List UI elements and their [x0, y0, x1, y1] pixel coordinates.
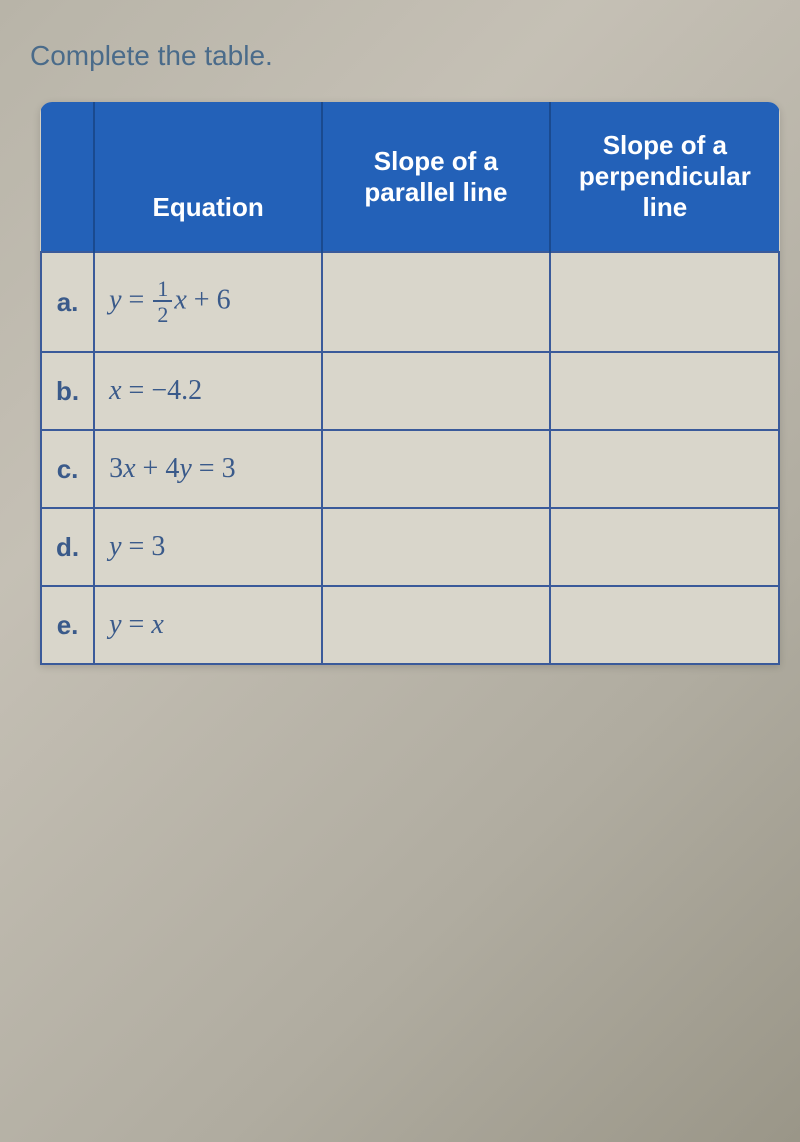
header-perpendicular: Slope of a perpendicular line	[550, 102, 779, 252]
perpendicular-cell	[550, 352, 779, 430]
table-row: b. x = −4.2	[41, 352, 779, 430]
table-header-row: Equation Slope of a parallel line Slope …	[41, 102, 779, 252]
row-label: d.	[41, 508, 94, 586]
perpendicular-cell	[550, 586, 779, 664]
table-row: d. y = 3	[41, 508, 779, 586]
perpendicular-cell	[550, 508, 779, 586]
row-label: c.	[41, 430, 94, 508]
parallel-cell	[322, 508, 550, 586]
equation-cell: y = x	[94, 586, 322, 664]
instruction-text: Complete the table.	[30, 40, 780, 72]
row-label: e.	[41, 586, 94, 664]
table-row: a. y = 12x + 6	[41, 252, 779, 352]
parallel-cell	[322, 252, 550, 352]
equation-cell: x = −4.2	[94, 352, 322, 430]
header-blank	[41, 102, 94, 252]
parallel-cell	[322, 586, 550, 664]
row-label: b.	[41, 352, 94, 430]
equation-cell: y = 3	[94, 508, 322, 586]
table-row: c. 3x + 4y = 3	[41, 430, 779, 508]
row-label: a.	[41, 252, 94, 352]
slope-table: Equation Slope of a parallel line Slope …	[40, 102, 780, 665]
table-row: e. y = x	[41, 586, 779, 664]
perpendicular-cell	[550, 252, 779, 352]
parallel-cell	[322, 352, 550, 430]
equation-cell: 3x + 4y = 3	[94, 430, 322, 508]
header-equation: Equation	[94, 102, 322, 252]
table-container: Equation Slope of a parallel line Slope …	[40, 102, 780, 665]
equation-cell: y = 12x + 6	[94, 252, 322, 352]
perpendicular-cell	[550, 430, 779, 508]
parallel-cell	[322, 430, 550, 508]
header-parallel: Slope of a parallel line	[322, 102, 550, 252]
